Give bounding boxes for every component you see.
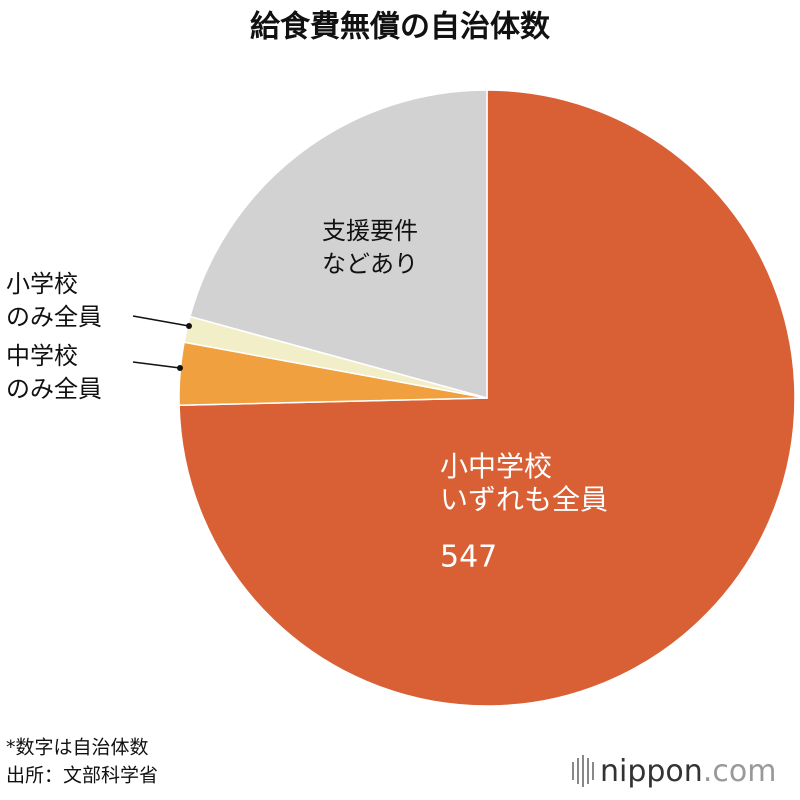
logo-suffix: .com — [703, 754, 777, 789]
slice-label: 支援要件 — [322, 217, 418, 245]
slice-label: のみ全員 — [6, 303, 102, 331]
logo: nippon.com — [600, 754, 776, 789]
slice-label: などあり — [322, 250, 418, 278]
source: 出所：文部科学省 — [6, 765, 158, 787]
slice-label: 小中学校 — [440, 450, 552, 483]
slice-label: いずれも全員 — [440, 483, 608, 516]
chart-title: 給食費無償の自治体数 — [250, 10, 551, 45]
leader-dot — [177, 365, 183, 371]
logo-mark — [572, 755, 594, 787]
logo-main: nippon — [600, 754, 703, 789]
leader-line — [132, 315, 190, 327]
note: *数字は自治体数 — [6, 737, 149, 759]
value-label: 547 — [440, 540, 497, 575]
pie-slice — [189, 89, 488, 399]
leader-line — [132, 361, 181, 369]
slice-label: 中学校 — [6, 342, 78, 370]
slice-label: のみ全員 — [6, 375, 102, 403]
slice-label: 小学校 — [6, 270, 78, 298]
leader-dot — [186, 323, 192, 329]
